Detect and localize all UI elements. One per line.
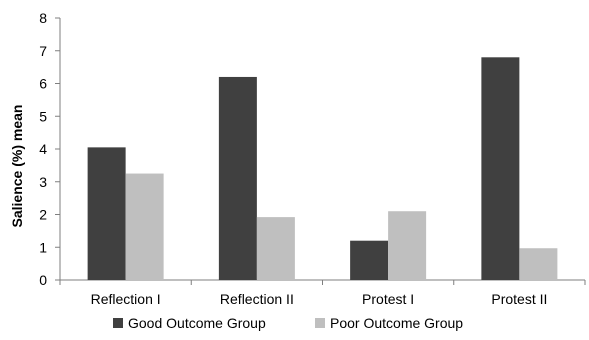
y-tick-label: 0 bbox=[39, 272, 47, 288]
y-tick-label: 4 bbox=[39, 141, 47, 157]
bar-good-1 bbox=[87, 147, 126, 280]
bar-good-2 bbox=[218, 76, 257, 280]
legend-swatch bbox=[113, 318, 123, 328]
y-tick-label: 1 bbox=[39, 239, 47, 255]
bar-good-3 bbox=[350, 240, 389, 280]
y-tick-label: 8 bbox=[39, 10, 47, 26]
y-tick-label: 3 bbox=[39, 174, 47, 190]
y-tick-label: 5 bbox=[39, 108, 47, 124]
bar-poor-4 bbox=[519, 248, 558, 280]
x-category-label: Protest II bbox=[491, 291, 547, 307]
legend-label: Poor Outcome Group bbox=[330, 315, 463, 331]
x-axis: Reflection I Reflection II Protest I Protes… bbox=[59, 279, 586, 307]
x-category-label: Protest I bbox=[362, 291, 414, 307]
x-category-label: Reflection II bbox=[220, 291, 294, 307]
legend-label: Good Outcome Group bbox=[128, 315, 266, 331]
bar-poor-2 bbox=[256, 217, 295, 280]
bars bbox=[87, 57, 558, 280]
x-category-label: Reflection I bbox=[91, 291, 161, 307]
y-tick-label: 2 bbox=[39, 207, 47, 223]
y-tick-label: 7 bbox=[39, 43, 47, 59]
y-axis: 0 1 2 3 4 5 6 7 8 bbox=[39, 10, 61, 288]
legend: Good Outcome Group Poor Outcome Group bbox=[113, 315, 463, 331]
legend-swatch bbox=[315, 318, 325, 328]
bar-good-4 bbox=[481, 57, 520, 280]
bar-poor-3 bbox=[388, 211, 427, 280]
bar-poor-1 bbox=[125, 173, 164, 280]
y-axis-title: Salience (%) mean bbox=[9, 105, 25, 228]
y-tick-label: 6 bbox=[39, 76, 47, 92]
